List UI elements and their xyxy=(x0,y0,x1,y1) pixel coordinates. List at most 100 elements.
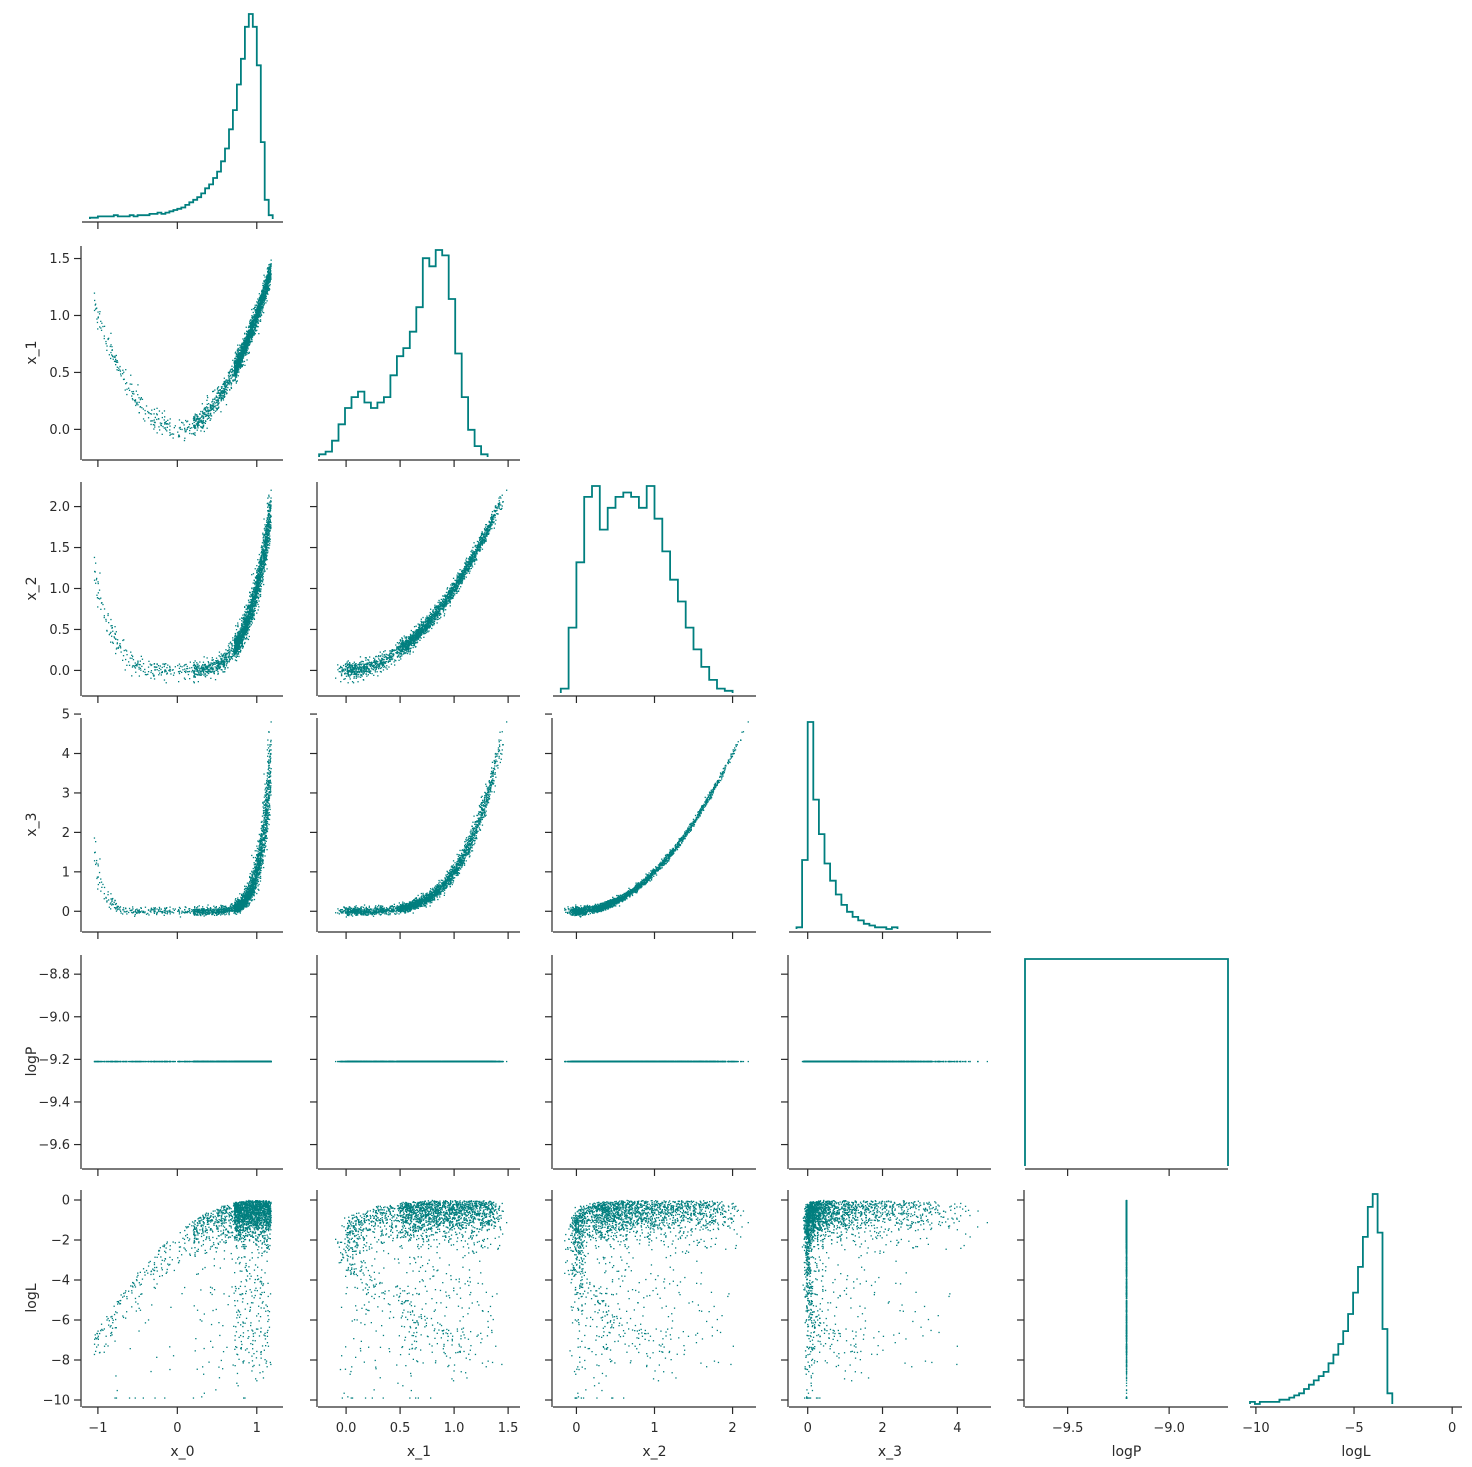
scatter-point xyxy=(197,670,198,671)
scatter-point xyxy=(202,670,203,671)
scatter-point xyxy=(271,260,272,261)
scatter-point xyxy=(244,614,245,615)
scatter-point xyxy=(241,623,242,624)
scatter-point xyxy=(244,361,245,362)
scatter-point xyxy=(238,638,239,639)
scatter-point xyxy=(166,671,167,672)
scatter-point xyxy=(243,342,244,343)
scatter-point xyxy=(99,572,100,573)
scatter-point xyxy=(106,343,107,344)
scatter-point xyxy=(164,416,165,417)
scatter-point xyxy=(150,424,151,425)
scatter-point xyxy=(246,347,247,348)
scatter-point xyxy=(197,418,198,419)
scatter-point xyxy=(263,304,264,305)
scatter-point xyxy=(205,665,206,666)
scatter-point xyxy=(244,611,245,612)
scatter-point xyxy=(219,655,220,656)
scatter-point xyxy=(249,626,250,627)
scatter-point xyxy=(249,352,250,353)
scatter-point xyxy=(252,316,253,317)
scatter-point xyxy=(100,598,101,599)
scatter-point xyxy=(154,666,155,667)
scatter-point xyxy=(259,310,260,311)
scatter-point xyxy=(261,568,262,569)
scatter-point xyxy=(257,579,258,580)
scatter-point xyxy=(222,658,223,659)
scatter-point xyxy=(270,527,271,528)
scatter-point xyxy=(260,596,261,597)
scatter-point xyxy=(227,667,228,668)
scatter-point xyxy=(258,301,259,302)
scatter-point xyxy=(153,428,154,429)
scatter-point xyxy=(111,625,112,626)
scatter-point xyxy=(165,669,166,670)
y-tick-label: 1.0 xyxy=(49,309,70,324)
scatter-point xyxy=(237,361,238,362)
scatter-point xyxy=(240,368,241,369)
scatter-point xyxy=(219,395,220,396)
scatter-point xyxy=(194,682,195,683)
scatter-point xyxy=(229,654,230,655)
scatter-point xyxy=(242,626,243,627)
scatter-point xyxy=(253,582,254,583)
scatter-point xyxy=(238,637,239,638)
scatter-point xyxy=(197,430,198,431)
scatter-point xyxy=(122,373,123,374)
scatter-point xyxy=(211,415,212,416)
scatter-point xyxy=(122,640,123,641)
scatter-point xyxy=(99,590,100,591)
scatter-point xyxy=(502,495,503,496)
scatter-point xyxy=(258,309,259,310)
scatter-point xyxy=(266,543,267,544)
scatter-point xyxy=(199,669,200,670)
scatter-point xyxy=(244,619,245,620)
scatter-point xyxy=(243,347,244,348)
scatter-point xyxy=(215,411,216,412)
scatter-point xyxy=(123,372,124,373)
scatter-point xyxy=(154,678,155,679)
scatter-point xyxy=(250,621,251,622)
scatter-point xyxy=(261,563,262,564)
scatter-point xyxy=(216,400,217,401)
scatter-point xyxy=(148,417,149,418)
scatter-point xyxy=(224,378,225,379)
scatter-point xyxy=(125,389,126,390)
scatter-point xyxy=(214,401,215,402)
scatter-point xyxy=(248,606,249,607)
scatter-point xyxy=(466,558,467,559)
scatter-point xyxy=(249,602,250,603)
scatter-point xyxy=(164,422,165,423)
scatter-point xyxy=(253,611,254,612)
scatter-point xyxy=(223,662,224,663)
scatter-point xyxy=(262,309,263,310)
scatter-point xyxy=(126,654,127,655)
scatter-point xyxy=(231,644,232,645)
scatter-point xyxy=(250,328,251,329)
scatter-point xyxy=(236,651,237,652)
scatter-point xyxy=(95,583,96,584)
scatter-point xyxy=(115,364,116,365)
scatter-point xyxy=(216,409,217,410)
scatter-point xyxy=(189,424,190,425)
scatter-point xyxy=(118,648,119,649)
scatter-point xyxy=(95,563,96,564)
scatter-point xyxy=(234,642,235,643)
scatter-point xyxy=(248,340,249,341)
scatter-point xyxy=(138,667,139,668)
scatter-point xyxy=(262,298,263,299)
scatter-point xyxy=(237,635,238,636)
scatter-point xyxy=(150,672,151,673)
scatter-point xyxy=(254,619,255,620)
scatter-point xyxy=(202,421,203,422)
scatter-point xyxy=(260,321,261,322)
scatter-point xyxy=(173,669,174,670)
scatter-point xyxy=(140,406,141,407)
scatter-point xyxy=(162,663,163,664)
scatter-point xyxy=(196,671,197,672)
scatter-point xyxy=(110,344,111,345)
scatter-point xyxy=(235,625,236,626)
scatter-point xyxy=(229,389,230,390)
scatter-point xyxy=(238,656,239,657)
scatter-point xyxy=(243,617,244,618)
